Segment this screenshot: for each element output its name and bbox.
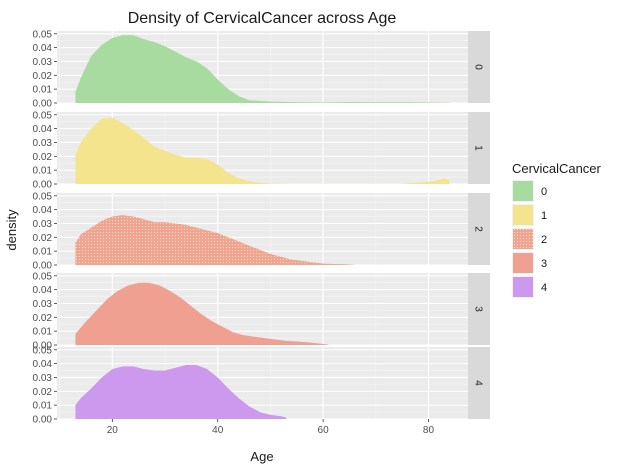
facet-panel-0: 0.00 0.01 0.02 0.03 0.04 0.05 0 [33, 29, 490, 110]
y-tick-label: 0.04 [33, 285, 53, 296]
legend-swatch-1 [513, 205, 533, 225]
y-tick-label: 0.05 [33, 271, 53, 282]
facet-panel-1: 0.00 0.01 0.02 0.03 0.04 0.05 1 [33, 110, 490, 191]
density-area-1 [75, 117, 450, 184]
legend-label-2: 2 [541, 234, 547, 246]
facet-strip [468, 31, 490, 103]
facet-strip-label: 4 [473, 380, 484, 386]
legend-swatch-0 [513, 181, 533, 201]
y-tick-label: 0.02 [33, 233, 53, 244]
y-tick-label: 0.00 [33, 415, 53, 426]
legend-label-0: 0 [541, 186, 547, 198]
y-tick-label: 0.00 [33, 99, 53, 110]
facet-strip [468, 112, 490, 184]
y-tick-label: 0.02 [33, 71, 53, 82]
density-area-3 [75, 282, 329, 345]
legend-swatch-4 [513, 277, 533, 297]
x-tick-label: 80 [423, 425, 435, 436]
legend-label-4: 4 [541, 282, 547, 294]
y-tick-label: 0.05 [33, 29, 53, 40]
density-area-2 [75, 215, 355, 265]
legend: CervicalCancer 0 1 2 3 4 [512, 161, 602, 298]
facet-strip [468, 347, 490, 419]
y-axis-title: density [4, 209, 19, 251]
y-tick-label: 0.04 [33, 124, 53, 135]
x-axis-title: Age [250, 449, 273, 464]
legend-title: CervicalCancer [512, 161, 602, 176]
density-area-0 [75, 35, 450, 103]
y-tick-label: 0.04 [33, 359, 53, 370]
chart-title: Density of CervicalCancer across Age [128, 10, 397, 27]
y-tick-label: 0.03 [33, 373, 53, 384]
y-tick-label: 0.05 [33, 110, 53, 121]
y-tick-label: 0.01 [33, 247, 53, 258]
legend-label-3: 3 [541, 258, 547, 270]
facet-strip-label: 0 [473, 64, 484, 70]
y-tick-label: 0.02 [33, 387, 53, 398]
facet-strip-label: 2 [473, 226, 484, 232]
facet-panel-4: 0.00 0.01 0.02 0.03 0.04 0.05 4 [33, 345, 490, 426]
y-tick-label: 0.03 [33, 219, 53, 230]
y-tick-label: 0.02 [33, 152, 53, 163]
x-tick-label: 60 [318, 425, 330, 436]
x-tick-label: 20 [107, 425, 119, 436]
y-tick-label: 0.05 [33, 345, 53, 356]
facet-strip [468, 273, 490, 345]
y-tick-label: 0.05 [33, 191, 53, 202]
legend-swatch-2 [513, 229, 533, 249]
y-tick-label: 0.01 [33, 85, 53, 96]
y-tick-label: 0.00 [33, 261, 53, 272]
facet-strip [468, 193, 490, 265]
facet-strip-label: 1 [473, 145, 484, 151]
y-tick-label: 0.01 [33, 327, 53, 338]
y-tick-label: 0.00 [33, 341, 53, 352]
y-tick-label: 0.03 [33, 299, 53, 310]
y-tick-label: 0.01 [33, 166, 53, 177]
y-tick-label: 0.00 [33, 180, 53, 191]
y-tick-label: 0.03 [33, 138, 53, 149]
facet-strip-label: 3 [473, 306, 484, 312]
facet-panel-3: 0.00 0.01 0.02 0.03 0.04 0.05 3 [33, 271, 490, 352]
y-tick-label: 0.04 [33, 205, 53, 216]
y-tick-label: 0.03 [33, 57, 53, 68]
y-tick-label: 0.04 [33, 43, 53, 54]
x-tick-label: 40 [212, 425, 224, 436]
y-tick-label: 0.02 [33, 313, 53, 324]
facet-panel-2: 0.00 0.01 0.02 0.03 0.04 0.05 2 [33, 191, 490, 272]
legend-label-1: 1 [541, 210, 547, 222]
y-tick-label: 0.01 [33, 401, 53, 412]
density-area-4 [75, 365, 287, 419]
legend-swatch-3 [513, 253, 533, 273]
